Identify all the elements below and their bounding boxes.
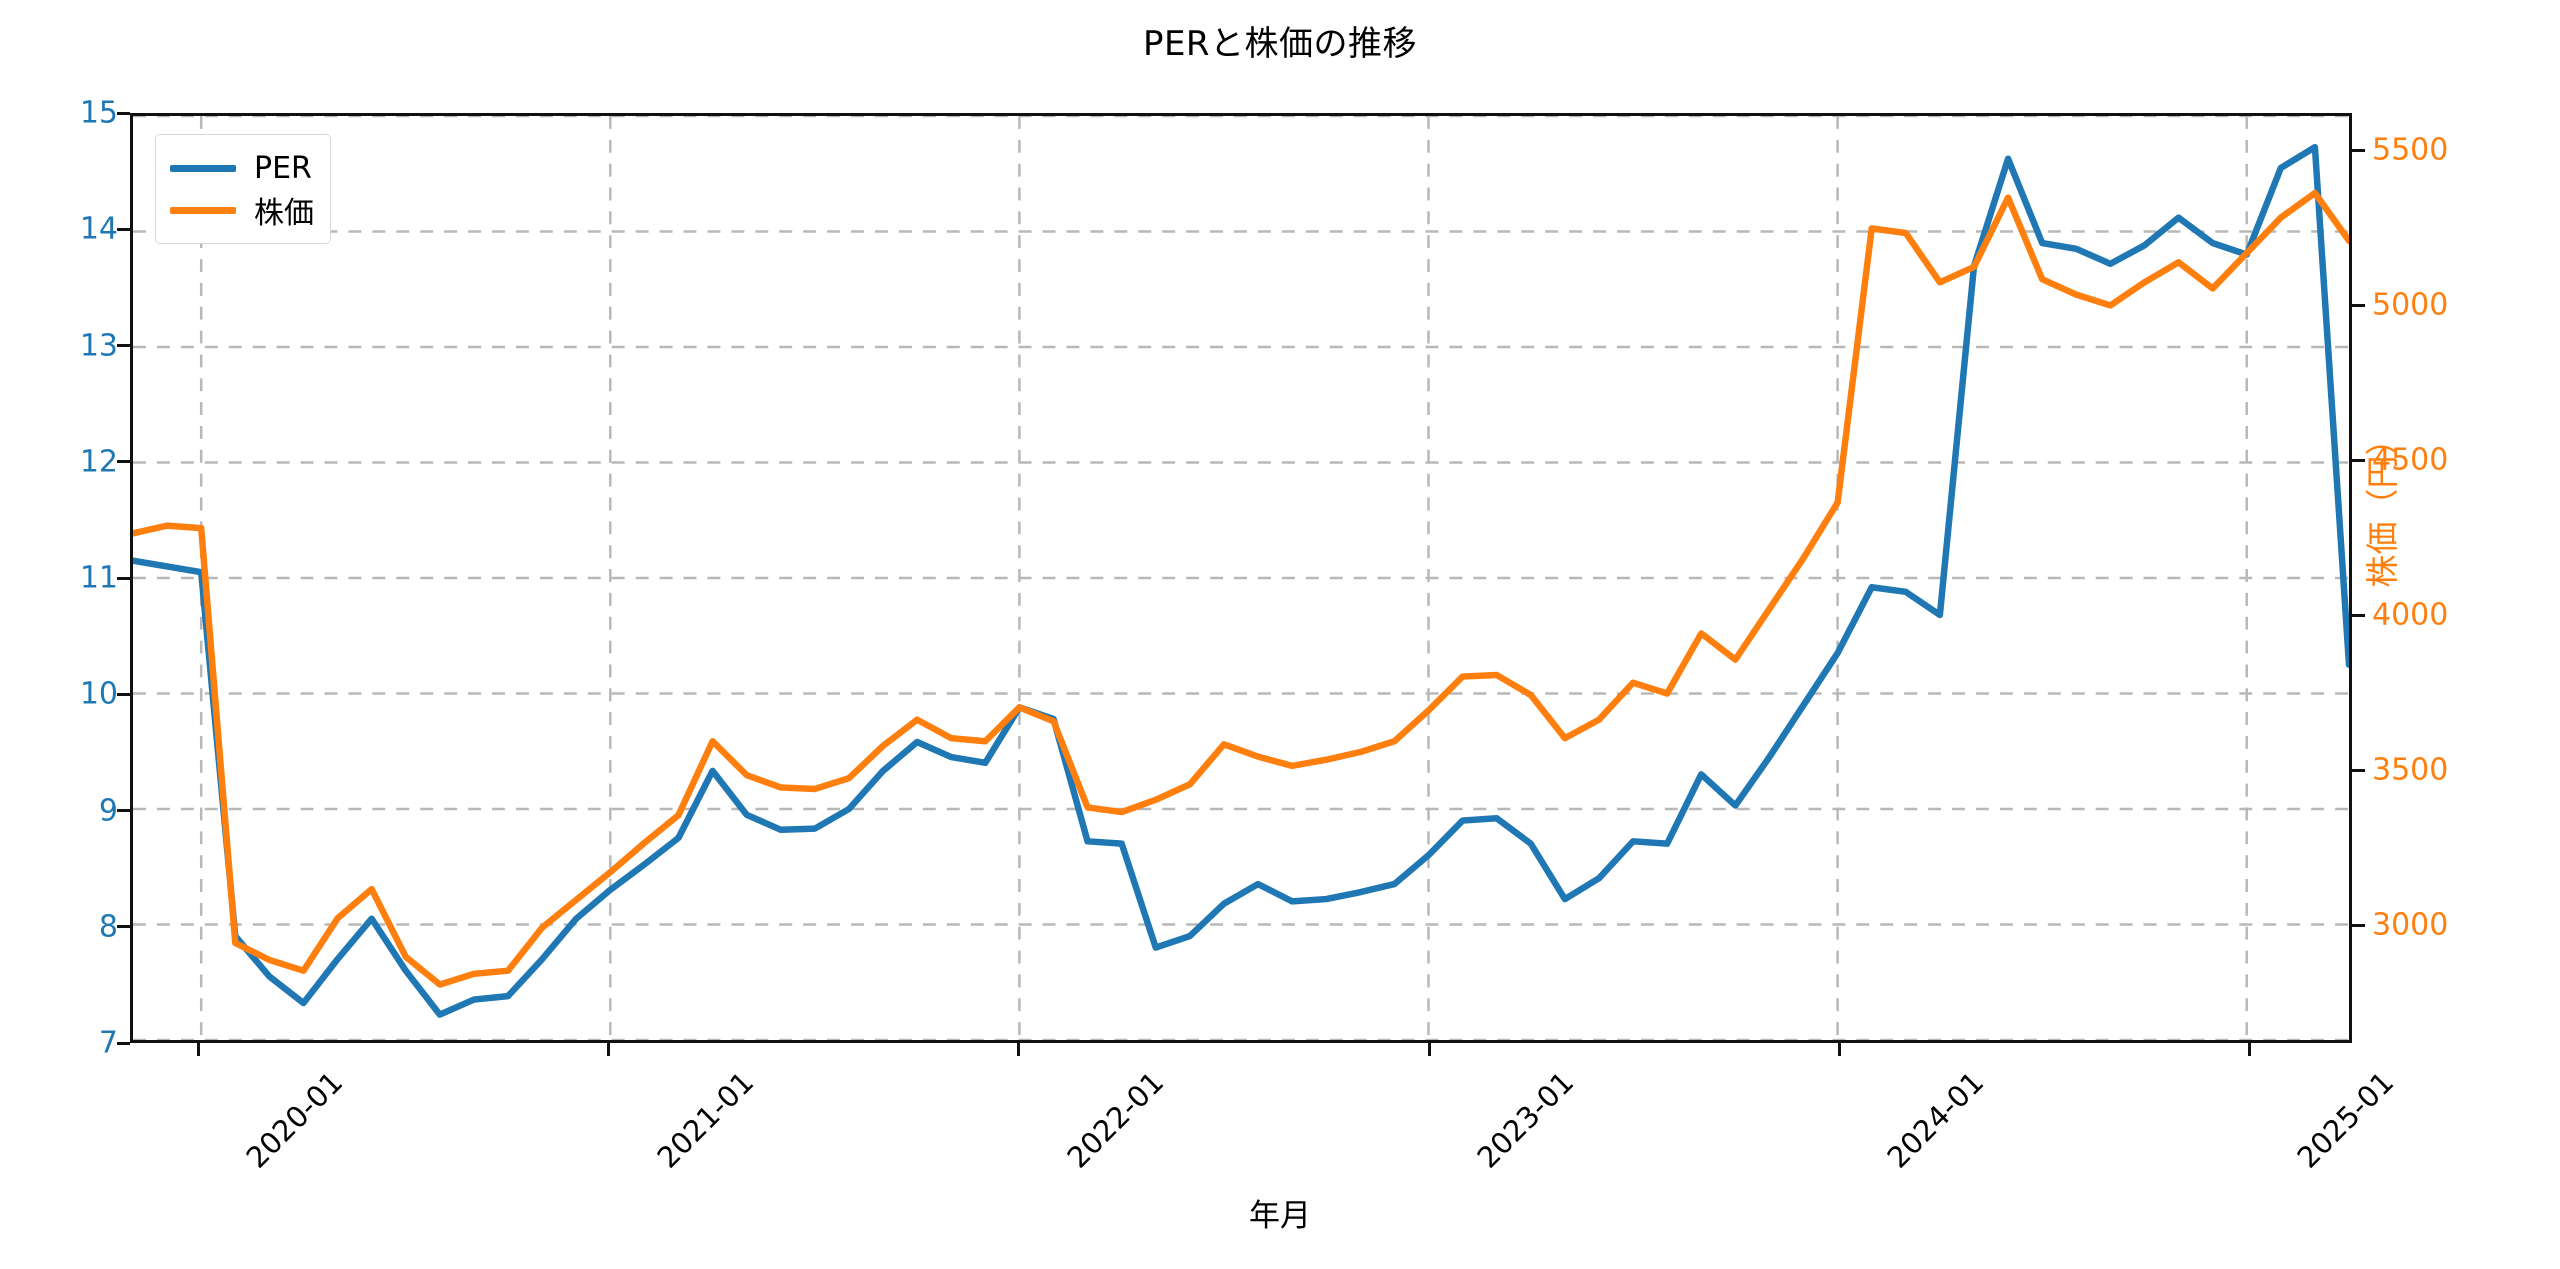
y-axis-right-tick-mark xyxy=(2352,458,2365,462)
y-axis-left-tick-label: 11 xyxy=(79,560,118,596)
x-axis-tick-label: 2021-01 xyxy=(650,1065,760,1175)
y-axis-left-tick-mark xyxy=(117,227,130,231)
plot-area: PER 株価 xyxy=(130,113,2352,1043)
y-axis-right-tick-mark xyxy=(2352,303,2365,307)
x-axis-tick-mark xyxy=(2247,1043,2251,1056)
y-axis-left-tick-mark xyxy=(117,692,130,696)
x-axis-tick-label: 2023-01 xyxy=(1470,1065,1581,1175)
grid-layer xyxy=(133,116,2349,1040)
x-axis-label: 年月 xyxy=(1249,1198,1311,1234)
y-axis-right-tick-label: 4000 xyxy=(2372,597,2449,633)
y-axis-left-tick-mark xyxy=(117,809,130,812)
y-axis-right-tick-label: 4500 xyxy=(2372,442,2449,478)
y-axis-left-tick-mark xyxy=(117,460,130,464)
y-axis-left-tick-label: 8 xyxy=(98,909,118,945)
x-axis-tick-mark xyxy=(607,1043,611,1056)
y-axis-right-tick-label: 5000 xyxy=(2372,287,2449,323)
y-axis-right-tick-mark xyxy=(2352,923,2365,927)
legend-item-per[interactable]: PER xyxy=(170,147,314,189)
y-axis-right-tick-label: 3500 xyxy=(2372,752,2449,788)
y-axis-left-tick-label: 14 xyxy=(79,211,118,247)
y-axis-left-tick-mark xyxy=(117,1041,130,1045)
x-axis-tick-label: 2022-01 xyxy=(1060,1065,1171,1175)
y-axis-right-tick-label: 5500 xyxy=(2372,132,2449,168)
chart-title: PERと株価の推移 xyxy=(1142,24,1418,64)
legend-item-kabuka[interactable]: 株価 xyxy=(170,189,314,231)
data-layer xyxy=(133,143,2349,1018)
y-axis-left-tick-label: 9 xyxy=(98,793,118,828)
y-axis-right-label: 株価（円） xyxy=(2363,422,2402,588)
y-axis-right-tick-mark xyxy=(2352,613,2365,617)
y-axis-right-tick-mark xyxy=(2352,148,2365,152)
x-axis-tick-mark xyxy=(1017,1043,1021,1056)
legend-item-label: 株価 xyxy=(254,196,314,231)
x-axis-tick-label: 2020-01 xyxy=(239,1065,350,1175)
y-axis-left-tick-mark xyxy=(117,111,130,115)
y-axis-right-tick-mark xyxy=(2352,768,2365,772)
x-axis-tick-label: 2025-01 xyxy=(2290,1065,2401,1175)
y-axis-left-tick-label: 12 xyxy=(79,444,118,480)
y-axis-right-tick-label: 3000 xyxy=(2372,907,2449,943)
x-axis-tick-mark xyxy=(196,1043,200,1056)
y-axis-left-tick-label: 7 xyxy=(98,1025,118,1061)
y-axis-left-tick-label: 13 xyxy=(79,328,118,363)
legend-color-swatch xyxy=(170,164,236,172)
y-axis-left-tick-mark xyxy=(117,344,130,347)
chart-legend: PER 株価 xyxy=(155,134,331,244)
y-axis-left-tick-label: 15 xyxy=(79,95,118,131)
y-axis-left-tick-label: 10 xyxy=(79,676,118,712)
x-axis-tick-label: 2024-01 xyxy=(1880,1065,1991,1175)
x-axis-tick-mark xyxy=(1837,1043,1841,1056)
x-axis-tick-mark xyxy=(1427,1043,1431,1056)
y-axis-left-tick-mark xyxy=(117,925,130,929)
legend-color-swatch xyxy=(170,206,236,214)
legend-item-label: PER xyxy=(254,150,312,186)
y-axis-left-tick-mark xyxy=(117,576,130,580)
